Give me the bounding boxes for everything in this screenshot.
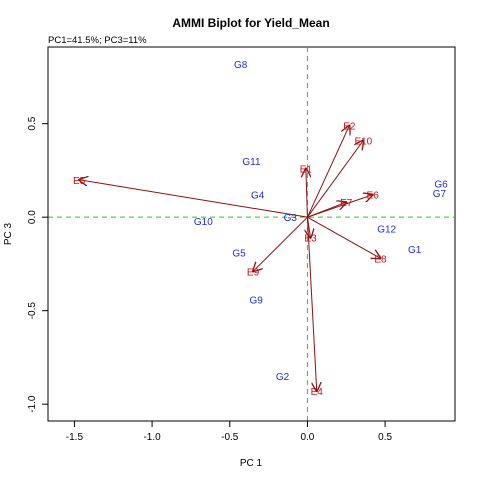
y-tick-label: 0.5 <box>27 116 38 130</box>
genotype-label: G8 <box>234 60 248 71</box>
environment-vector <box>307 202 346 218</box>
genotype-label: G10 <box>194 217 213 228</box>
y-axis: -1.0 -0.5 0.0 0.5 <box>27 116 49 413</box>
environment-label: E7 <box>340 198 353 209</box>
genotype-label: G1 <box>408 245 422 256</box>
environment-vector <box>306 169 308 218</box>
genotype-label: G5 <box>232 249 246 260</box>
y-tick-label: -0.5 <box>27 302 38 320</box>
reference-lines <box>48 47 455 421</box>
y-axis-label: PC 3 <box>3 222 14 245</box>
genotype-label: G3 <box>284 213 298 224</box>
x-tick-label: -1.0 <box>143 432 161 443</box>
environment-vector <box>307 216 380 258</box>
environment-vector <box>253 216 308 271</box>
y-tick-label: 0.0 <box>27 210 38 224</box>
x-axis: -1.5 -1.0 -0.5 0.0 0.5 <box>66 420 392 443</box>
genotype-label: G2 <box>276 372 290 383</box>
environment-label: E4 <box>311 387 324 398</box>
genotype-label: G11 <box>242 157 261 168</box>
chart-subtitle: PC1=41.5%; PC3=11% <box>48 35 147 46</box>
environment-vector <box>306 217 316 391</box>
environment-label: E10 <box>354 137 372 148</box>
y-tick-label: -1.0 <box>27 395 38 413</box>
genotype-label: G4 <box>251 191 265 202</box>
environment-label: E6 <box>367 191 380 202</box>
environment-vector <box>306 126 349 218</box>
environment-labels: E1 E2 E3 E4 E5 E6 E7 E8 E9 E10 <box>73 122 387 399</box>
environment-label: E3 <box>304 234 317 245</box>
x-tick-label: 0.5 <box>378 432 392 443</box>
environment-label: E9 <box>247 267 260 278</box>
environment-label: E8 <box>374 254 387 265</box>
environment-vectors <box>79 126 380 392</box>
x-tick-label: -1.5 <box>66 432 84 443</box>
environment-label: E5 <box>73 176 86 187</box>
genotype-label: G9 <box>249 295 263 306</box>
environment-label: E2 <box>343 122 356 133</box>
genotype-label: G12 <box>377 224 396 235</box>
genotype-label: G6 <box>434 180 448 191</box>
environment-label: E1 <box>300 165 313 176</box>
x-axis-label: PC 1 <box>240 458 263 469</box>
x-tick-label: 0.0 <box>300 432 314 443</box>
x-tick-label: -0.5 <box>221 432 239 443</box>
environment-vector <box>307 141 363 218</box>
genotype-label: G7 <box>433 189 447 200</box>
environment-vector <box>79 180 308 218</box>
chart-title: AMMI Biplot for Yield_Mean <box>172 16 329 30</box>
